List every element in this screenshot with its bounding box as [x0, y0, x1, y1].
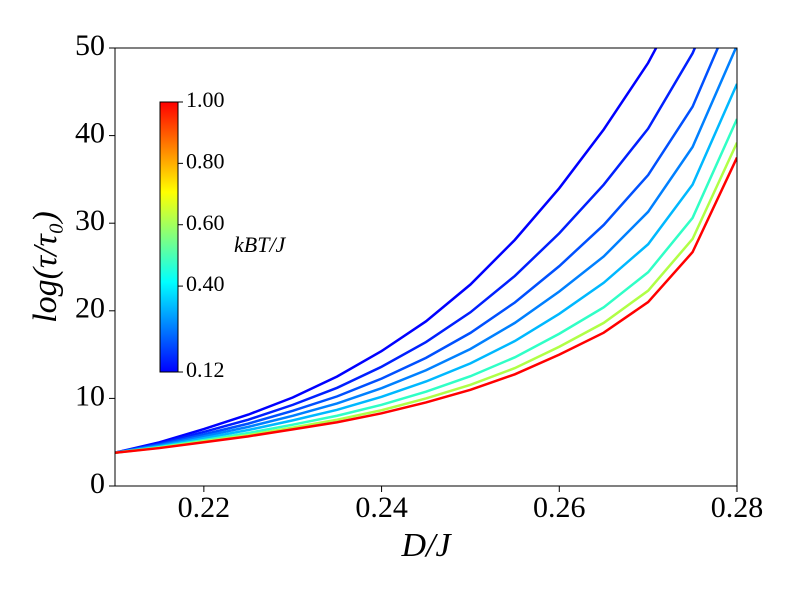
y-tick-label: 40: [75, 116, 105, 149]
y-tick-label: 10: [75, 379, 105, 412]
colorbar-tick-label: 1.00: [186, 87, 225, 112]
curve: [115, 48, 720, 454]
curve: [115, 156, 737, 454]
colorbar-tick-label: 0.40: [186, 271, 225, 296]
colorbar: [159, 101, 179, 373]
curve: [115, 48, 658, 454]
colorbar-tick-label: 0.80: [186, 148, 225, 173]
y-axis-label: log(τ/τ₀): [27, 211, 64, 323]
curve: [115, 83, 737, 454]
y-tick-label: 50: [75, 29, 105, 62]
x-axis-label: D/J: [400, 527, 452, 564]
curve: [115, 48, 737, 454]
y-tick-label: 0: [90, 467, 105, 500]
curve: [115, 118, 737, 454]
y-tick-label: 20: [75, 292, 105, 325]
colorbar-tick-label: 0.12: [186, 357, 225, 382]
colorbar-tick-label: 0.60: [186, 210, 225, 235]
x-tick-label: 0.22: [178, 491, 231, 524]
x-tick-label: 0.24: [355, 491, 408, 524]
plot-frame: [114, 47, 738, 487]
colorbar-label: kBT/J: [234, 232, 287, 257]
y-tick-label: 30: [75, 204, 105, 237]
x-tick-label: 0.28: [711, 491, 764, 524]
curve: [115, 48, 697, 454]
curve: [115, 142, 737, 454]
curves: [115, 48, 737, 454]
x-tick-label: 0.26: [533, 491, 586, 524]
